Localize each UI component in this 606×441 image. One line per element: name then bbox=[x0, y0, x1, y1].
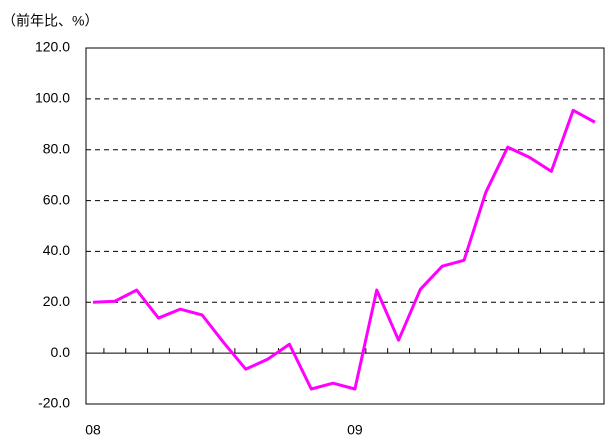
y-tick-label: 20.0 bbox=[43, 293, 70, 309]
y-tick-label: -20.0 bbox=[38, 395, 70, 411]
y-tick-label: 80.0 bbox=[43, 140, 70, 156]
x-tick-label: 08 bbox=[85, 422, 101, 438]
y-axis-label: （前年比、%） bbox=[2, 13, 98, 29]
y-tick-label: 120.0 bbox=[35, 39, 70, 55]
x-tick-label: 09 bbox=[347, 422, 363, 438]
y-tick-label: 100.0 bbox=[35, 90, 70, 106]
y-tick-label: 60.0 bbox=[43, 191, 70, 207]
plot-frame bbox=[85, 47, 605, 405]
y-tick-label: 0.0 bbox=[51, 344, 71, 360]
y-tick-label: 40.0 bbox=[43, 242, 70, 258]
data-line bbox=[92, 108, 596, 391]
